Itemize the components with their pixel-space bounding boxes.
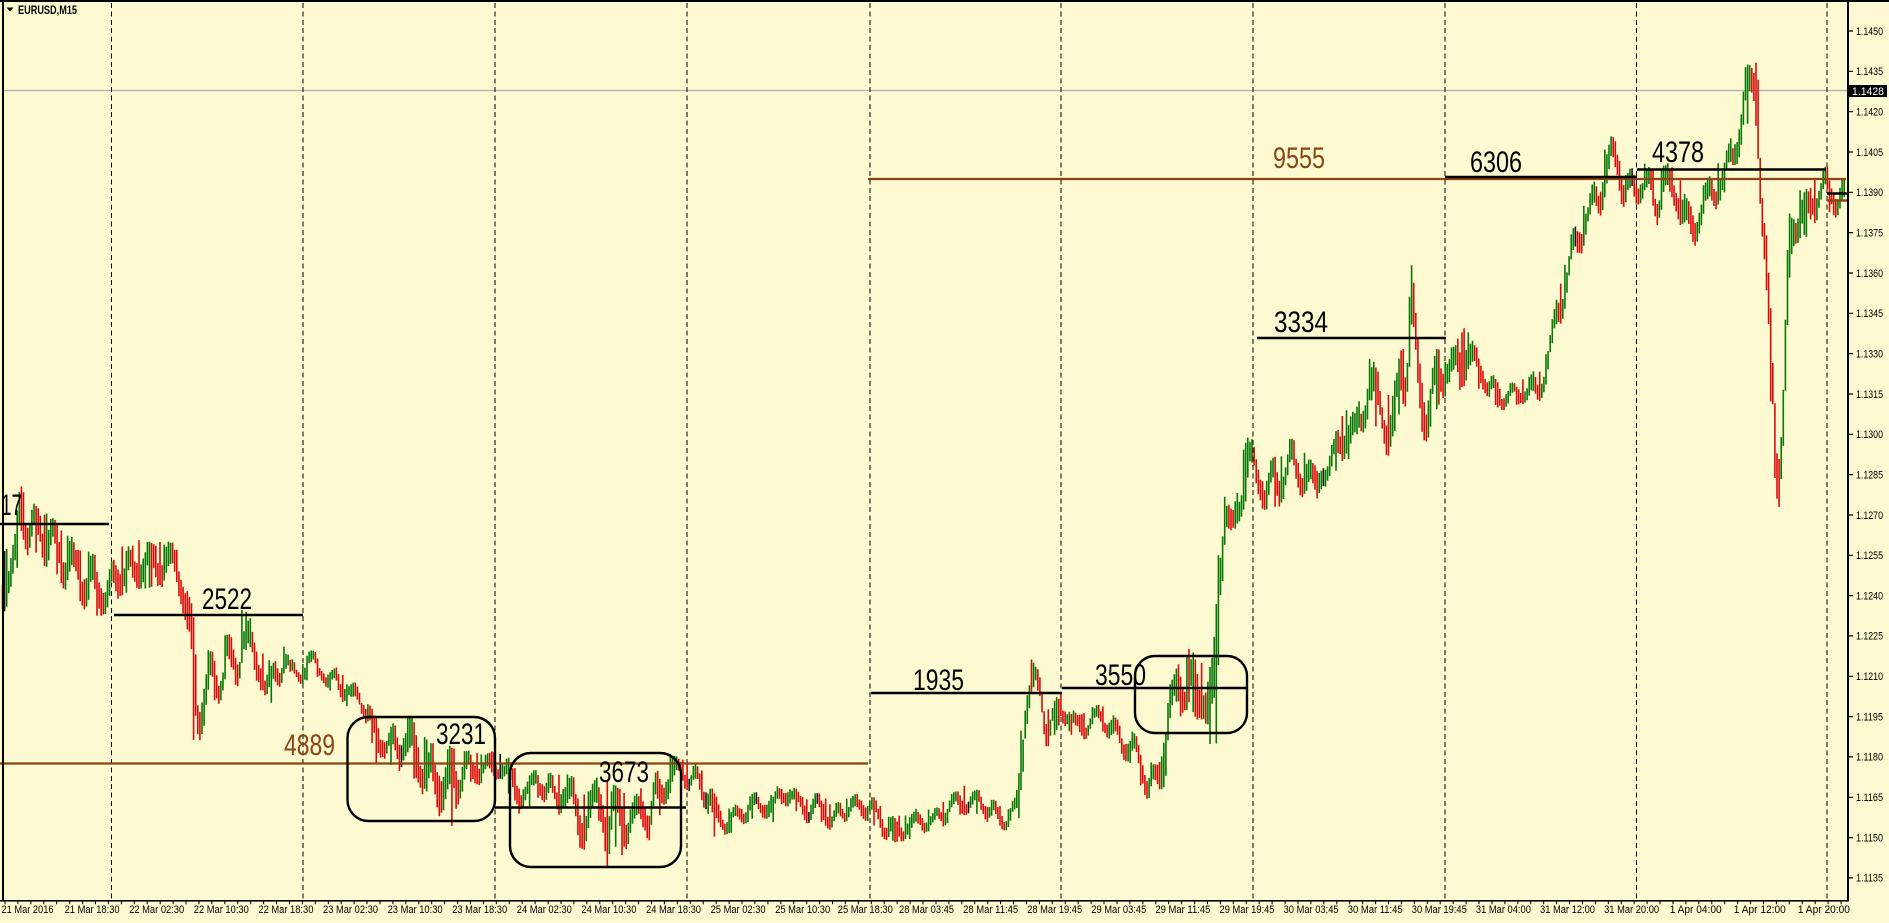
- svg-text:4378: 4378: [1652, 136, 1704, 169]
- svg-text:3673: 3673: [599, 756, 649, 789]
- svg-text:1.1435: 1.1435: [1856, 66, 1883, 78]
- svg-text:6306: 6306: [1470, 146, 1522, 179]
- svg-text:1 Apr 04:00: 1 Apr 04:00: [1670, 904, 1722, 916]
- svg-text:25 Mar 02:30: 25 Mar 02:30: [711, 904, 766, 916]
- svg-text:1.1255: 1.1255: [1856, 550, 1883, 562]
- svg-text:17: 17: [1, 489, 22, 522]
- svg-text:1.1360: 1.1360: [1856, 268, 1883, 280]
- svg-text:1.1345: 1.1345: [1856, 308, 1883, 320]
- svg-text:22 Mar 02:30: 22 Mar 02:30: [129, 904, 184, 916]
- svg-text:1.1165: 1.1165: [1856, 792, 1883, 804]
- svg-text:31 Mar 12:00: 31 Mar 12:00: [1540, 904, 1595, 916]
- svg-text:25 Mar 10:30: 25 Mar 10:30: [775, 904, 830, 916]
- svg-text:24 Mar 10:30: 24 Mar 10:30: [581, 904, 636, 916]
- svg-text:1.1270: 1.1270: [1856, 510, 1883, 522]
- svg-text:23 Mar 10:30: 23 Mar 10:30: [388, 904, 443, 916]
- svg-text:30 Mar 03:45: 30 Mar 03:45: [1284, 904, 1339, 916]
- svg-text:25 Mar 18:30: 25 Mar 18:30: [838, 904, 893, 916]
- svg-text:21 Mar 18:30: 21 Mar 18:30: [65, 904, 120, 916]
- svg-text:1.1428: 1.1428: [1852, 86, 1884, 98]
- svg-text:28 Mar 19:45: 28 Mar 19:45: [1027, 904, 1082, 916]
- svg-text:1.1450: 1.1450: [1856, 26, 1883, 38]
- svg-text:3231: 3231: [436, 718, 486, 751]
- svg-text:9555: 9555: [1273, 142, 1325, 175]
- svg-text:21 Mar 2016: 21 Mar 2016: [2, 904, 54, 916]
- svg-text:28 Mar 03:45: 28 Mar 03:45: [899, 904, 954, 916]
- svg-text:1.1150: 1.1150: [1856, 832, 1883, 844]
- svg-text:29 Mar 11:45: 29 Mar 11:45: [1155, 904, 1210, 916]
- svg-text:EURUSD,M15: EURUSD,M15: [18, 3, 77, 17]
- svg-text:24 Mar 18:30: 24 Mar 18:30: [646, 904, 701, 916]
- svg-text:4889: 4889: [284, 729, 335, 762]
- svg-text:2522: 2522: [202, 583, 252, 616]
- svg-text:1.1240: 1.1240: [1856, 590, 1883, 602]
- svg-text:3334: 3334: [1274, 306, 1328, 339]
- svg-text:1.1315: 1.1315: [1856, 389, 1883, 401]
- svg-text:1.1420: 1.1420: [1856, 107, 1883, 119]
- svg-text:22 Mar 10:30: 22 Mar 10:30: [194, 904, 249, 916]
- svg-text:1 Apr 20:00: 1 Apr 20:00: [1798, 904, 1850, 916]
- svg-text:1.1390: 1.1390: [1856, 187, 1883, 199]
- svg-text:30 Mar 19:45: 30 Mar 19:45: [1412, 904, 1467, 916]
- svg-text:3550: 3550: [1095, 659, 1146, 692]
- svg-text:1.1195: 1.1195: [1856, 711, 1883, 723]
- svg-text:1.1135: 1.1135: [1856, 873, 1883, 885]
- svg-text:1.1375: 1.1375: [1856, 227, 1883, 239]
- svg-text:24 Mar 02:30: 24 Mar 02:30: [517, 904, 572, 916]
- svg-text:30 Mar 11:45: 30 Mar 11:45: [1348, 904, 1403, 916]
- svg-text:1.1225: 1.1225: [1856, 631, 1883, 643]
- svg-text:1.1180: 1.1180: [1856, 752, 1883, 764]
- svg-text:31 Mar 20:00: 31 Mar 20:00: [1604, 904, 1659, 916]
- svg-text:28 Mar 11:45: 28 Mar 11:45: [963, 904, 1018, 916]
- svg-text:1.1285: 1.1285: [1856, 469, 1883, 481]
- svg-text:22 Mar 18:30: 22 Mar 18:30: [258, 904, 313, 916]
- svg-text:1935: 1935: [913, 664, 964, 697]
- svg-text:29 Mar 03:45: 29 Mar 03:45: [1091, 904, 1146, 916]
- svg-text:29 Mar 19:45: 29 Mar 19:45: [1220, 904, 1275, 916]
- svg-text:1 Apr 12:00: 1 Apr 12:00: [1734, 904, 1786, 916]
- svg-text:23 Mar 18:30: 23 Mar 18:30: [452, 904, 507, 916]
- svg-text:1.1210: 1.1210: [1856, 671, 1883, 683]
- svg-text:31 Mar 04:00: 31 Mar 04:00: [1476, 904, 1531, 916]
- svg-text:1.1330: 1.1330: [1856, 348, 1883, 360]
- svg-text:1.1405: 1.1405: [1856, 147, 1883, 159]
- svg-text:1.1300: 1.1300: [1856, 429, 1883, 441]
- svg-text:23 Mar 02:30: 23 Mar 02:30: [323, 904, 378, 916]
